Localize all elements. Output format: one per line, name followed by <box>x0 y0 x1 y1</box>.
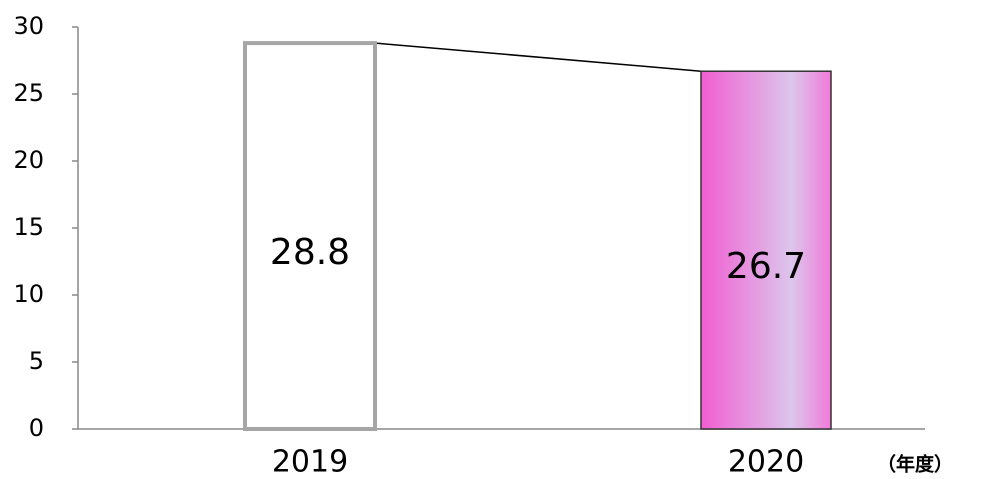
y-tick-label: 0 <box>29 414 44 442</box>
value-label: 26.7 <box>726 246 806 287</box>
y-tick-label: 5 <box>29 347 44 375</box>
y-tick-label: 15 <box>13 213 44 241</box>
x-axis-label: （年度） <box>877 453 953 476</box>
y-tick-label: 25 <box>13 79 44 107</box>
y-tick-label: 20 <box>13 146 44 174</box>
value-label: 28.8 <box>270 232 350 273</box>
bar <box>243 41 377 432</box>
y-tick-label: 30 <box>13 12 44 40</box>
x-tick-label: 2019 <box>272 445 348 479</box>
x-tick-label: 2020 <box>728 445 804 479</box>
connector-line <box>374 42 702 72</box>
y-tick-label: 10 <box>13 280 44 308</box>
bar <box>700 70 832 430</box>
